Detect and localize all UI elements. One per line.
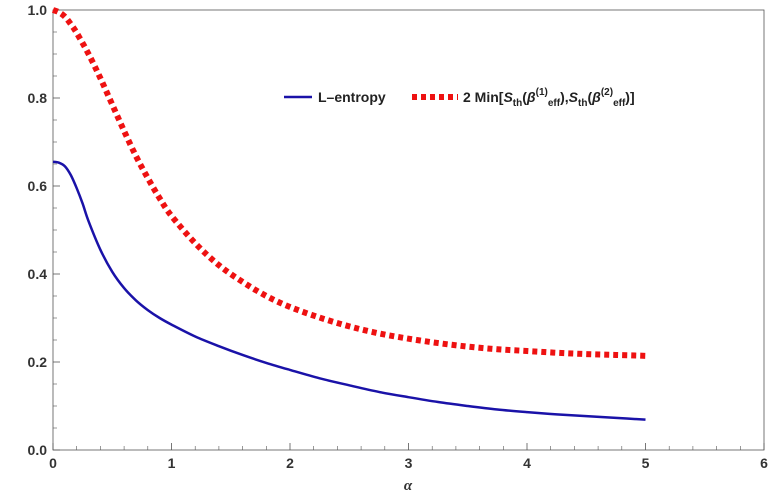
series-l-entropy-line bbox=[52, 160, 646, 421]
legend-beta2: β bbox=[591, 89, 601, 105]
legend-label-min-entropy: 2 Min[Sth(β(1)eff),Sth(β(2)eff)] bbox=[463, 87, 635, 109]
y-tick-label: 0.6 bbox=[28, 178, 48, 194]
legend-beta1: β bbox=[526, 89, 536, 105]
legend-beta1-sup: (1) bbox=[536, 87, 548, 98]
x-tick-label: 2 bbox=[286, 455, 294, 471]
legend-sep: ), bbox=[560, 89, 569, 105]
legend-s1: S bbox=[503, 89, 513, 105]
legend-beta2-sub: eff bbox=[613, 98, 626, 109]
y-tick-label: 1.0 bbox=[28, 2, 48, 18]
legend-beta2-sup: (2) bbox=[601, 87, 613, 98]
y-tick-label: 0.2 bbox=[28, 354, 48, 370]
legend-s1-sub: th bbox=[513, 98, 522, 109]
legend: L–entropy 2 Min[Sth(β(1)eff),Sth(β(2)eff… bbox=[284, 87, 635, 109]
tick-labels: 0 1 2 3 4 5 6 0.0 0.2 0.4 0.6 0.8 1.0 bbox=[28, 2, 768, 471]
x-tick-label: 1 bbox=[168, 455, 176, 471]
y-tick-label: 0.4 bbox=[28, 266, 48, 282]
legend-s2: S bbox=[569, 89, 579, 105]
legend-suffix: )] bbox=[625, 89, 634, 105]
series-layer bbox=[51, 7, 646, 421]
legend-open2: ( bbox=[587, 89, 592, 105]
x-tick-label: 6 bbox=[760, 455, 768, 471]
ticks bbox=[52, 9, 765, 451]
x-tick-label: 3 bbox=[405, 455, 413, 471]
legend-beta1-sub: eff bbox=[548, 98, 561, 109]
plot-frame bbox=[52, 9, 765, 451]
x-axis-label: α bbox=[404, 478, 413, 494]
legend-label-l-entropy: L–entropy bbox=[318, 89, 386, 105]
x-tick-label: 5 bbox=[642, 455, 650, 471]
y-tick-label: 0.8 bbox=[28, 90, 48, 106]
x-tick-label: 0 bbox=[49, 455, 57, 471]
legend-s2-sub: th bbox=[578, 98, 587, 109]
series-min-entropy-line bbox=[51, 7, 646, 359]
y-tick-label: 0.0 bbox=[28, 442, 48, 458]
legend-open1: ( bbox=[522, 89, 527, 105]
x-tick-label: 4 bbox=[523, 455, 531, 471]
legend-prefix: 2 Min[ bbox=[463, 89, 504, 105]
